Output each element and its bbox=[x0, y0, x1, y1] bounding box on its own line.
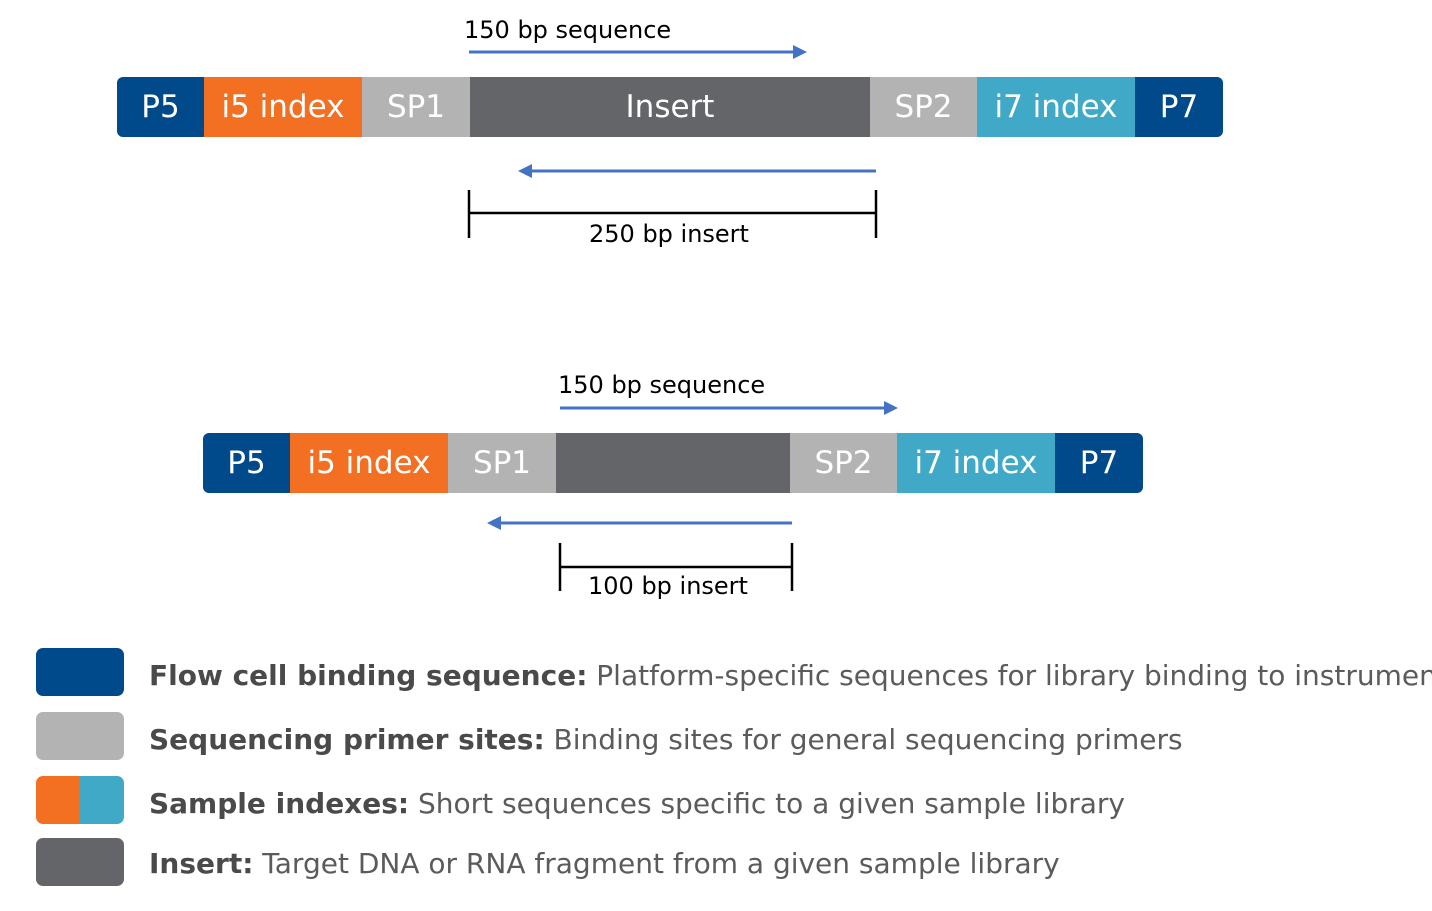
legend-description: Short sequences specific to a given samp… bbox=[409, 787, 1125, 820]
top-insert-bracket bbox=[467, 190, 878, 238]
top-reverse-read-arrow bbox=[518, 164, 876, 178]
bottom-segment-insert bbox=[556, 433, 790, 493]
legend-description: Binding sites for general sequencing pri… bbox=[544, 723, 1183, 756]
legend-swatch-i5 bbox=[36, 776, 80, 824]
legend-swatch-insert bbox=[36, 838, 124, 886]
legend-term: Sample indexes: bbox=[149, 787, 410, 820]
bottom-reverse-read-arrow bbox=[487, 516, 792, 530]
legend-swatch-i7 bbox=[80, 776, 124, 824]
bottom-read-label: 150 bp sequence bbox=[558, 371, 766, 399]
top-segment-p5: P5 bbox=[117, 77, 204, 137]
bottom-forward-read-arrow bbox=[560, 401, 898, 415]
legend-term: Insert: bbox=[149, 847, 254, 880]
legend-description: Platform-specific sequences for library … bbox=[587, 659, 1432, 692]
legend-item-indexes: Sample indexes: Short sequences specific… bbox=[149, 787, 1125, 820]
top-read-label: 150 bp sequence bbox=[464, 16, 672, 44]
top-insert-label: 250 bp insert bbox=[589, 220, 749, 248]
bottom-library-bar: P5 i5 index SP1 SP2 i7 index P7 bbox=[203, 433, 1143, 493]
legend-term: Sequencing primer sites: bbox=[149, 723, 545, 756]
legend-swatch-flow-cell bbox=[36, 648, 124, 696]
top-segment-i5-index: i5 index bbox=[204, 77, 362, 137]
top-segment-p7: P7 bbox=[1135, 77, 1223, 137]
bottom-segment-sp1: SP1 bbox=[448, 433, 556, 493]
bottom-segment-i5-index: i5 index bbox=[290, 433, 448, 493]
top-segment-sp1: SP1 bbox=[362, 77, 470, 137]
legend-item-insert: Insert: Target DNA or RNA fragment from … bbox=[149, 847, 1060, 880]
legend-description: Target DNA or RNA fragment from a given … bbox=[253, 847, 1060, 880]
bottom-segment-sp2: SP2 bbox=[790, 433, 897, 493]
top-segment-sp2: SP2 bbox=[870, 77, 977, 137]
top-segment-i7-index: i7 index bbox=[977, 77, 1135, 137]
top-forward-read-arrow bbox=[469, 45, 807, 59]
legend-swatch-primer bbox=[36, 712, 124, 760]
bottom-insert-label: 100 bp insert bbox=[588, 572, 748, 600]
legend-term: Flow cell binding sequence: bbox=[149, 659, 588, 692]
legend-item-primer: Sequencing primer sites: Binding sites f… bbox=[149, 723, 1183, 756]
top-library-bar: P5 i5 index SP1 Insert SP2 i7 index P7 bbox=[117, 77, 1223, 137]
bottom-segment-i7-index: i7 index bbox=[897, 433, 1055, 493]
bottom-insert-bracket bbox=[558, 543, 794, 591]
bottom-segment-p5: P5 bbox=[203, 433, 290, 493]
legend-item-flow-cell: Flow cell binding sequence: Platform-spe… bbox=[149, 659, 1432, 692]
legend-swatch-indexes bbox=[36, 776, 124, 824]
top-segment-insert: Insert bbox=[470, 77, 870, 137]
bottom-segment-p7: P7 bbox=[1055, 433, 1143, 493]
